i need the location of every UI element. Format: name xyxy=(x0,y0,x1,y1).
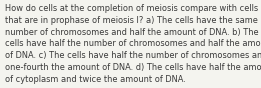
Text: How do cells at the completion of meiosis compare with cells: How do cells at the completion of meiosi… xyxy=(5,4,258,13)
Text: cells have half the number of chromosomes and half the amount: cells have half the number of chromosome… xyxy=(5,39,261,48)
Text: that are in prophase of meiosis I? a) The cells have the same: that are in prophase of meiosis I? a) Th… xyxy=(5,16,258,25)
Text: of DNA. c) The cells have half the number of chromosomes and: of DNA. c) The cells have half the numbe… xyxy=(5,51,261,60)
Text: of cytoplasm and twice the amount of DNA.: of cytoplasm and twice the amount of DNA… xyxy=(5,75,186,84)
Text: one-fourth the amount of DNA. d) The cells have half the amount: one-fourth the amount of DNA. d) The cel… xyxy=(5,63,261,72)
Text: number of chromosomes and half the amount of DNA. b) The: number of chromosomes and half the amoun… xyxy=(5,28,258,37)
